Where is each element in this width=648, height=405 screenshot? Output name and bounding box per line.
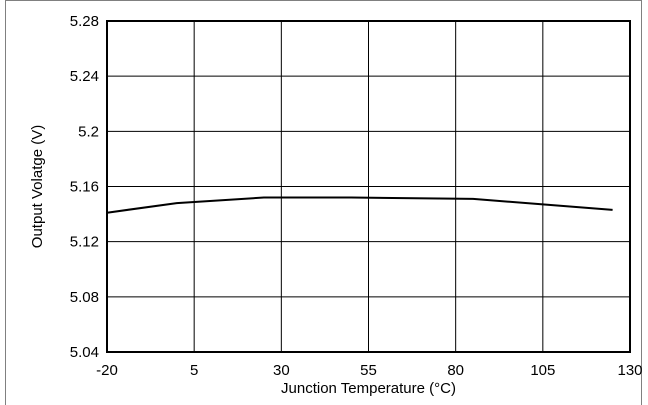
- x-axis-ticks: -20 5 30 55 80 105 130: [96, 362, 642, 379]
- y-axis-ticks: 5.04 5.08 5.12 5.16 5.2 5.24 5.28: [70, 13, 99, 361]
- chart-frame: [5, 0, 642, 405]
- x-tick-label: 5: [190, 362, 198, 379]
- x-tick-label: 80: [447, 362, 464, 379]
- plot-area: [106, 20, 631, 353]
- y-tick-label: 5.28: [70, 13, 99, 30]
- grid-lines: [106, 20, 631, 353]
- y-tick-label: 5.24: [70, 68, 99, 85]
- y-tick-label: 5.04: [70, 344, 99, 361]
- y-tick-label: 5.2: [78, 123, 99, 140]
- y-tick-label: 5.08: [70, 289, 99, 306]
- x-axis-title: Junction Temperature (°C): [281, 380, 456, 397]
- y-axis-title: Output Volatge (V): [29, 125, 46, 248]
- x-tick-label: -20: [96, 362, 118, 379]
- y-tick-label: 5.16: [70, 179, 99, 196]
- series-line: [106, 196, 613, 214]
- y-tick-label: 5.12: [70, 234, 99, 251]
- x-tick-label: 105: [530, 362, 555, 379]
- x-tick-label: 55: [360, 362, 377, 379]
- x-tick-label: 30: [273, 362, 290, 379]
- series-group: [106, 196, 613, 214]
- x-tick-label: 130: [617, 362, 642, 379]
